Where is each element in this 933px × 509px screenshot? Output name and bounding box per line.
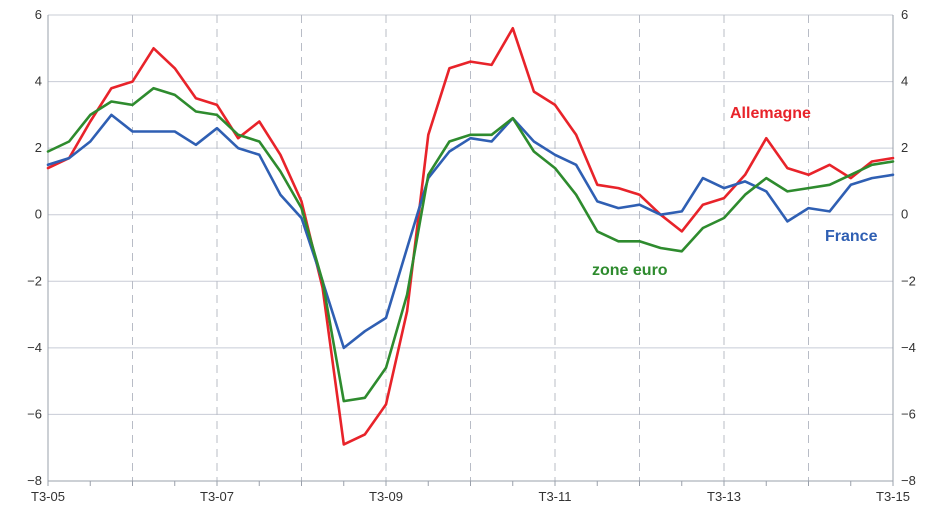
y-tick-label-left: 0 bbox=[35, 207, 42, 222]
series-label-zone-euro: zone euro bbox=[592, 262, 668, 279]
y-tick-label-left: 6 bbox=[35, 7, 42, 22]
y-tick-label-right: 2 bbox=[901, 140, 908, 155]
y-tick-label-left: −8 bbox=[27, 473, 42, 488]
x-tick-label: T3-13 bbox=[707, 489, 741, 504]
y-tick-label-left: −4 bbox=[27, 340, 42, 355]
y-tick-label-right: 0 bbox=[901, 207, 908, 222]
y-tick-label-left: −2 bbox=[27, 273, 42, 288]
series-labels: Allemagne France zone euro bbox=[592, 105, 878, 279]
x-tick-label: T3-07 bbox=[200, 489, 234, 504]
series-label-france: France bbox=[825, 228, 878, 245]
x-tick-label: T3-15 bbox=[876, 489, 910, 504]
y-tick-label-left: 2 bbox=[35, 140, 42, 155]
y-tick-label-right: −2 bbox=[901, 273, 916, 288]
y-tick-label-right: −6 bbox=[901, 406, 916, 421]
x-tick-label: T3-11 bbox=[539, 489, 572, 504]
series-lines bbox=[46, 27, 895, 446]
x-tick-label: T3-05 bbox=[31, 489, 65, 504]
y-tick-label-right: 4 bbox=[901, 74, 908, 89]
vertical-gridlines bbox=[132, 15, 809, 481]
x-tick-label: T3-09 bbox=[369, 489, 403, 504]
series-line-allemagne bbox=[46, 27, 895, 446]
y-tick-label-left: −6 bbox=[27, 406, 42, 421]
x-axis-ticks: T3-05 T3-07 T3-09 T3-11 T3-13 T3-15 bbox=[31, 481, 910, 504]
series-line-zone-euro bbox=[46, 86, 895, 403]
y-tick-label-left: 4 bbox=[35, 74, 42, 89]
y-tick-label-right: −4 bbox=[901, 340, 916, 355]
y-axis-left-ticks: −8 −6 −4 −2 0 2 4 6 bbox=[27, 7, 42, 488]
y-axis-right-ticks: −8 −6 −4 −2 0 2 4 6 bbox=[901, 7, 916, 488]
y-tick-label-right: −8 bbox=[901, 473, 916, 488]
series-line-france bbox=[46, 113, 895, 350]
y-tick-label-right: 6 bbox=[901, 7, 908, 22]
series-label-allemagne: Allemagne bbox=[730, 105, 811, 122]
